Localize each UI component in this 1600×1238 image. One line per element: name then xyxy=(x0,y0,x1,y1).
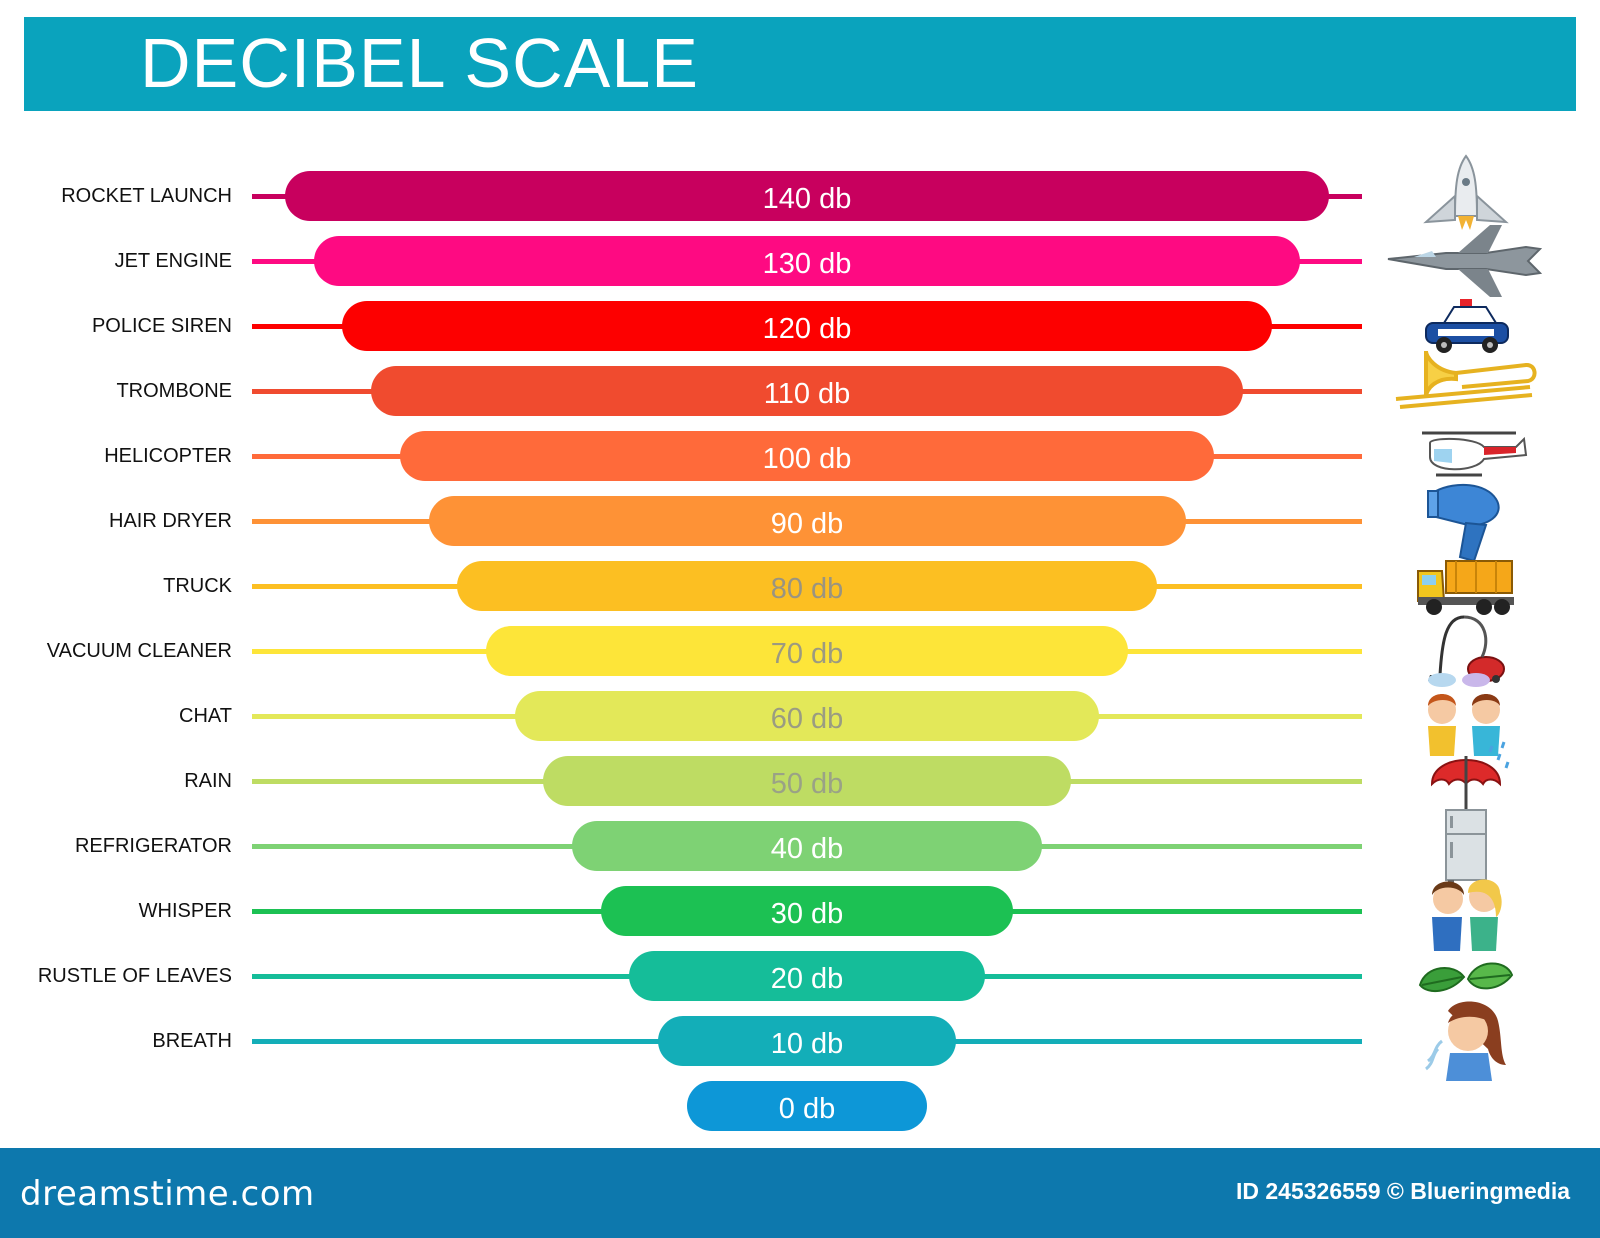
level-row: CHAT 60 db xyxy=(0,673,1600,756)
level-value: 130 db xyxy=(762,248,852,280)
level-value: 70 db xyxy=(770,638,844,670)
level-value: 10 db xyxy=(770,1028,844,1060)
level-label: HELICOPTER xyxy=(104,445,232,467)
breathing-girl-icon xyxy=(1386,998,1546,1084)
level-bar: 140 db xyxy=(285,171,1329,221)
level-label: POLICE SIREN xyxy=(91,315,232,337)
footer-credit: ID 245326559 © Blueringmedia xyxy=(1236,1178,1570,1204)
hair-dryer-icon xyxy=(1386,478,1546,564)
footer-brand: dreamstime.com xyxy=(20,1174,315,1214)
level-label: TROMBONE xyxy=(116,380,232,402)
level-bar: 10 db xyxy=(658,1016,956,1066)
refrigerator-icon xyxy=(1386,803,1546,889)
level-value: 40 db xyxy=(770,833,844,865)
level-row: TROMBONE 110 db xyxy=(0,350,1600,416)
level-row: ROCKET LAUNCH 140 db xyxy=(0,154,1600,230)
level-row: VACUUM CLEANER 70 db xyxy=(0,615,1600,683)
level-row: BREATH 10 db xyxy=(0,1001,1600,1081)
level-label: VACUUM CLEANER xyxy=(46,640,232,662)
level-bar: 120 db xyxy=(342,301,1272,351)
title-banner: DECIBEL SCALE xyxy=(24,17,1576,111)
level-row: RAIN 50 db xyxy=(0,741,1600,818)
level-label: CHAT xyxy=(179,705,232,727)
level-bar: 50 db xyxy=(543,756,1071,806)
level-row: HELICOPTER 100 db xyxy=(0,431,1600,481)
decibel-scale: ROCKET LAUNCH 140 db JET ENGINE 130 db POLIC… xyxy=(0,154,1600,1131)
level-value: 100 db xyxy=(762,443,852,475)
police-car-icon xyxy=(1386,283,1546,369)
level-bar: 70 db xyxy=(485,626,1129,676)
dump-truck-icon xyxy=(1386,543,1546,629)
level-value: 30 db xyxy=(770,898,844,930)
chatting-kids-icon xyxy=(1386,673,1546,759)
level-bar: 100 db xyxy=(399,431,1215,481)
level-bar: 40 db xyxy=(572,821,1042,871)
level-row: POLICE SIREN 120 db xyxy=(0,299,1600,353)
level-row: RUSTLE OF LEAVES 20 db xyxy=(0,951,1600,1001)
level-label: RUSTLE OF LEAVES xyxy=(37,965,232,987)
level-value: 120 db xyxy=(762,313,852,345)
level-row: TRUCK 80 db xyxy=(0,560,1600,615)
level-bar: 130 db xyxy=(313,236,1301,286)
level-value: 20 db xyxy=(770,963,844,995)
level-label: WHISPER xyxy=(138,900,232,922)
level-bar: 20 db xyxy=(629,951,985,1001)
rocket-icon xyxy=(1386,153,1546,239)
level-value: 0 db xyxy=(778,1093,836,1125)
trombone-icon xyxy=(1386,348,1546,434)
level-bar: 110 db xyxy=(371,366,1243,416)
level-label: ROCKET LAUNCH xyxy=(61,185,232,207)
level-label: RAIN xyxy=(184,770,232,792)
helicopter-icon xyxy=(1386,413,1546,499)
level-row: JET ENGINE 130 db xyxy=(0,225,1600,297)
level-bar: 0 db xyxy=(686,1081,928,1131)
level-label: BREATH xyxy=(152,1030,232,1052)
level-row: HAIR DRYER 90 db xyxy=(0,483,1600,563)
level-label: JET ENGINE xyxy=(114,250,232,272)
level-value: 60 db xyxy=(770,703,844,735)
whispering-kids-icon xyxy=(1386,868,1546,954)
level-bar: 60 db xyxy=(514,691,1100,741)
page-title: DECIBEL SCALE xyxy=(140,24,699,102)
level-value: 80 db xyxy=(770,573,844,605)
level-value: 50 db xyxy=(770,768,844,800)
footer-bar: dreamstime.com ID 245326559 © Blueringme… xyxy=(0,1148,1600,1238)
level-row: 0 db xyxy=(0,1081,1600,1131)
level-label: TRUCK xyxy=(163,575,232,597)
level-value: 140 db xyxy=(762,183,852,215)
level-label: HAIR DRYER xyxy=(109,510,232,532)
level-bar: 90 db xyxy=(428,496,1186,546)
level-bar: 80 db xyxy=(457,561,1157,611)
level-row: REFRIGERATOR 40 db xyxy=(0,809,1600,884)
leaves-icon xyxy=(1386,933,1546,1019)
level-value: 90 db xyxy=(770,508,844,540)
level-row: WHISPER 30 db xyxy=(0,879,1600,951)
level-value: 110 db xyxy=(763,378,851,410)
level-bar: 30 db xyxy=(600,886,1014,936)
level-label: REFRIGERATOR xyxy=(74,835,232,857)
